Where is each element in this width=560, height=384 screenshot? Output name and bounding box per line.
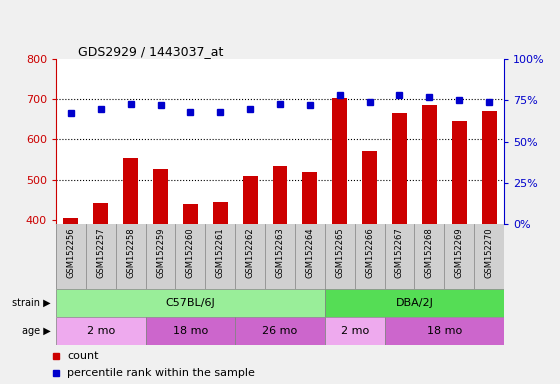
Bar bbox=[422, 105, 437, 381]
Text: GSM152258: GSM152258 bbox=[126, 227, 135, 278]
Bar bbox=[325, 289, 504, 317]
Text: 2 mo: 2 mo bbox=[340, 326, 369, 336]
Text: GSM152265: GSM152265 bbox=[335, 227, 344, 278]
Text: GSM152256: GSM152256 bbox=[67, 227, 76, 278]
Text: GSM152267: GSM152267 bbox=[395, 227, 404, 278]
Text: GSM152264: GSM152264 bbox=[305, 227, 314, 278]
Bar bbox=[332, 98, 347, 381]
Text: GDS2929 / 1443037_at: GDS2929 / 1443037_at bbox=[78, 45, 224, 58]
Bar bbox=[302, 172, 318, 381]
Bar bbox=[385, 317, 504, 345]
Text: GSM152270: GSM152270 bbox=[484, 227, 493, 278]
Text: percentile rank within the sample: percentile rank within the sample bbox=[67, 368, 255, 378]
Text: GSM152268: GSM152268 bbox=[425, 227, 434, 278]
Bar bbox=[362, 151, 377, 381]
Text: GSM152262: GSM152262 bbox=[246, 227, 255, 278]
Bar bbox=[153, 169, 168, 381]
Text: DBA/2J: DBA/2J bbox=[395, 298, 433, 308]
Text: strain ▶: strain ▶ bbox=[12, 298, 50, 308]
Text: 2 mo: 2 mo bbox=[87, 326, 115, 336]
Bar bbox=[56, 317, 146, 345]
Text: 18 mo: 18 mo bbox=[427, 326, 462, 336]
Text: C57BL/6J: C57BL/6J bbox=[166, 298, 215, 308]
Bar bbox=[63, 218, 78, 381]
Bar bbox=[325, 317, 385, 345]
Text: 18 mo: 18 mo bbox=[173, 326, 208, 336]
Text: GSM152259: GSM152259 bbox=[156, 227, 165, 278]
Bar bbox=[183, 204, 198, 381]
Bar bbox=[235, 317, 325, 345]
Text: age ▶: age ▶ bbox=[22, 326, 50, 336]
Bar bbox=[452, 121, 466, 381]
Text: GSM152260: GSM152260 bbox=[186, 227, 195, 278]
Bar bbox=[146, 317, 235, 345]
Bar bbox=[94, 203, 108, 381]
Text: 26 mo: 26 mo bbox=[263, 326, 297, 336]
Text: count: count bbox=[67, 351, 99, 361]
Text: GSM152269: GSM152269 bbox=[455, 227, 464, 278]
Bar bbox=[242, 176, 258, 381]
Bar bbox=[273, 166, 287, 381]
Text: GSM152257: GSM152257 bbox=[96, 227, 105, 278]
Text: GSM152263: GSM152263 bbox=[276, 227, 284, 278]
Text: GSM152266: GSM152266 bbox=[365, 227, 374, 278]
Bar bbox=[213, 202, 228, 381]
Text: GSM152261: GSM152261 bbox=[216, 227, 225, 278]
Bar bbox=[123, 158, 138, 381]
Bar bbox=[56, 289, 325, 317]
Bar bbox=[392, 113, 407, 381]
Bar bbox=[482, 111, 497, 381]
